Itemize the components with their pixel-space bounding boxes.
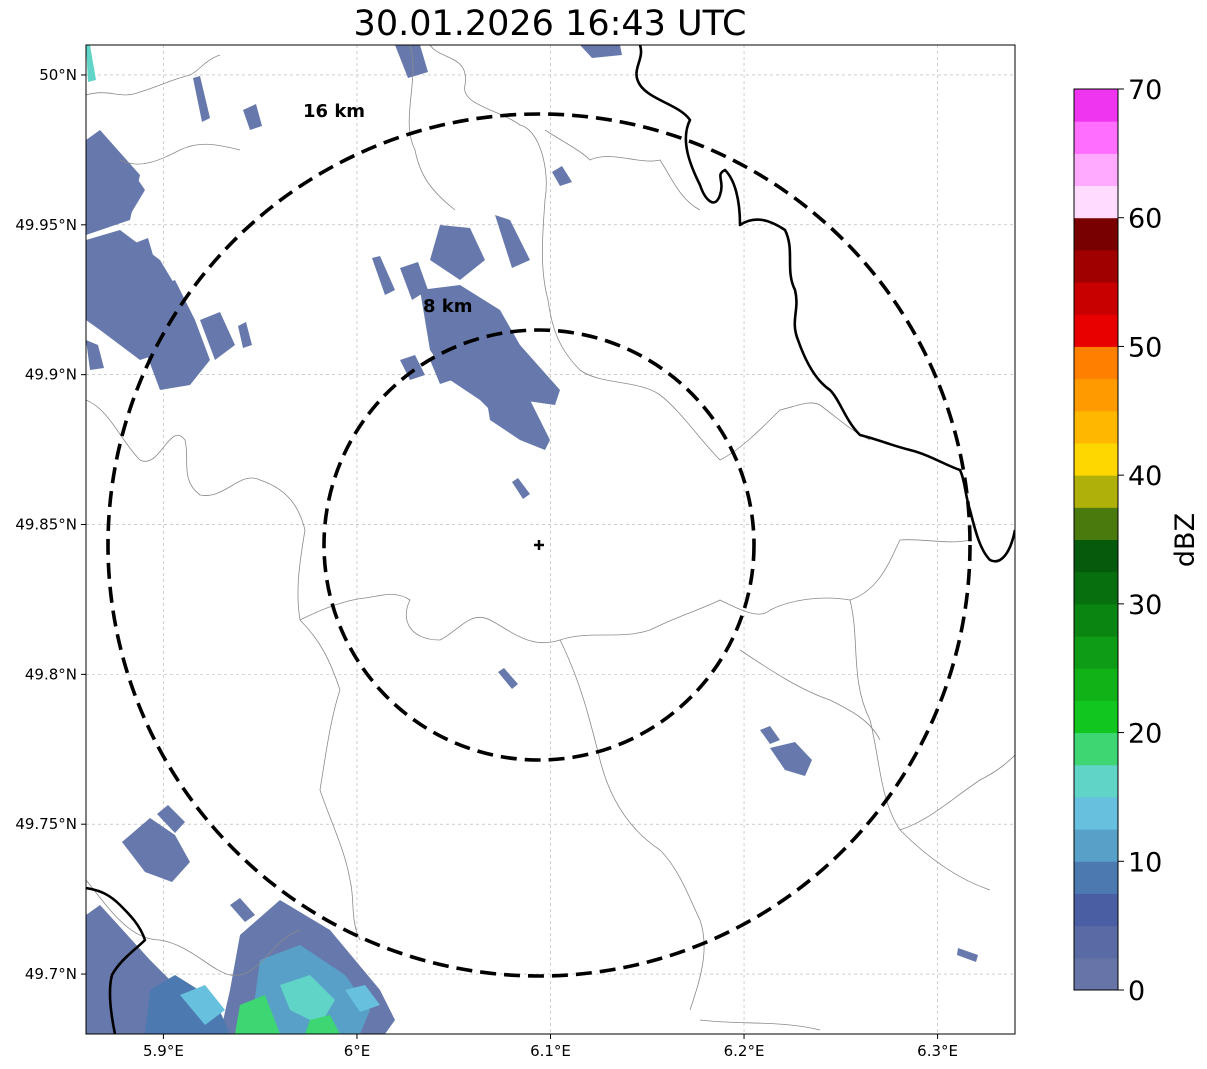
colorbar: 0 10 20 30 40 50 60 70 dBZ xyxy=(1073,75,1201,1007)
y-tick-label: 49.8°N xyxy=(25,665,77,683)
range-ring-label-8km: 8 km xyxy=(423,296,473,317)
colorbar-swatch xyxy=(1074,185,1118,219)
y-tick-label: 49.75°N xyxy=(15,815,77,833)
echo-cell xyxy=(122,818,190,882)
echo-cell xyxy=(305,1015,340,1034)
echo-cell xyxy=(243,104,262,130)
colorbar-tick-label: 30 xyxy=(1128,590,1162,621)
colorbar-swatch xyxy=(1074,410,1118,444)
colorbar-swatch xyxy=(1074,378,1118,412)
echo-high-intensity xyxy=(145,945,380,1034)
echo-cell xyxy=(512,478,530,499)
echo-cell xyxy=(193,76,210,122)
echo-cell xyxy=(395,45,428,78)
map-plot-area[interactable]: 16 km 8 km xyxy=(86,45,1015,1034)
gridlines xyxy=(86,45,1015,1034)
colorbar-swatch xyxy=(1074,861,1118,894)
echo-cell xyxy=(760,726,780,744)
colorbar-swatch xyxy=(1074,153,1118,187)
colorbar-frame xyxy=(1073,88,1119,991)
echo-cell xyxy=(552,166,572,186)
y-tick-label: 49.95°N xyxy=(15,216,77,234)
echo-cell xyxy=(235,995,280,1034)
colorbar-tick-label: 50 xyxy=(1128,332,1162,363)
echo-cell xyxy=(280,975,335,1025)
colorbar-swatch xyxy=(1074,700,1118,734)
colorbar-swatch xyxy=(1074,732,1118,766)
colorbar-tick-label: 60 xyxy=(1128,204,1162,235)
y-tick-label: 49.9°N xyxy=(25,366,77,384)
colorbar-swatch xyxy=(1074,89,1118,122)
echo-cell-bright xyxy=(86,45,96,82)
echo-cell xyxy=(230,898,255,922)
colorbar-swatch xyxy=(1074,893,1118,927)
echo-cell xyxy=(157,805,185,833)
echo-cell xyxy=(238,322,252,348)
x-tick-label: 6.3°E xyxy=(917,1042,958,1060)
y-tick-label: 49.7°N xyxy=(25,965,77,983)
echo-cell xyxy=(957,948,978,962)
echo-cell xyxy=(345,985,380,1012)
colorbar-label: dBZ xyxy=(1170,513,1201,567)
y-tick-label: 49.85°N xyxy=(15,516,77,534)
colorbar-swatch xyxy=(1074,442,1118,476)
colorbar-swatch xyxy=(1074,121,1118,154)
echo-cell xyxy=(420,285,560,420)
range-rings xyxy=(106,112,972,978)
colorbar-swatch xyxy=(1074,539,1118,573)
echo-cell xyxy=(372,256,395,295)
echo-cell xyxy=(110,168,145,215)
colorbar-swatch xyxy=(1074,636,1118,669)
colorbar-swatch xyxy=(1074,603,1118,637)
colorbar-swatch xyxy=(1074,796,1118,830)
echo-cell xyxy=(86,340,104,370)
colorbar-swatch xyxy=(1074,475,1118,508)
colorbar-swatch xyxy=(1074,314,1118,347)
range-ring-label-16km: 16 km xyxy=(303,101,365,122)
colorbar-swatch xyxy=(1074,957,1118,991)
colorbar-swatch xyxy=(1074,507,1118,540)
echo-cell xyxy=(770,742,812,776)
colorbar-tick-label: 0 xyxy=(1128,976,1145,1007)
colorbar-swatch xyxy=(1074,346,1118,380)
colorbar-tick-label: 20 xyxy=(1128,719,1162,750)
colorbar-tick-label: 70 xyxy=(1128,75,1162,106)
colorbar-swatch xyxy=(1074,764,1118,798)
echo-cell xyxy=(400,355,425,380)
echo-cell xyxy=(480,360,550,450)
national-borders xyxy=(86,45,1015,1034)
radar-site-marker xyxy=(534,540,544,550)
colorbar-swatch xyxy=(1074,282,1118,315)
range-ring-16km xyxy=(106,112,972,978)
longitude-axis: 5.9°E 6°E 6.1°E 6.2°E 6.3°E xyxy=(143,1034,958,1060)
y-tick-label: 50°N xyxy=(39,66,77,84)
echo-cell xyxy=(130,238,155,268)
colorbar-swatch xyxy=(1074,217,1118,251)
colorbar-swatch xyxy=(1074,925,1118,959)
echo-cell xyxy=(180,985,225,1025)
colorbar-tick-label: 40 xyxy=(1128,461,1162,492)
map-title: 30.01.2026 16:43 UTC xyxy=(353,4,747,44)
echo-cell xyxy=(495,215,530,268)
x-tick-label: 5.9°E xyxy=(143,1042,184,1060)
echo-cell xyxy=(430,225,485,280)
echo-cell xyxy=(498,668,518,689)
colorbar-swatch xyxy=(1074,571,1118,605)
commune-borders xyxy=(86,45,1015,1031)
precipitation-echoes xyxy=(86,45,978,1034)
echo-cell xyxy=(430,352,458,384)
x-tick-label: 6.1°E xyxy=(530,1042,571,1060)
echo-cell xyxy=(200,312,235,360)
x-tick-label: 6.2°E xyxy=(724,1042,765,1060)
range-ring-8km xyxy=(322,328,756,762)
colorbar-swatch xyxy=(1074,668,1118,701)
echo-cell xyxy=(580,45,622,58)
x-tick-label: 6°E xyxy=(344,1042,371,1060)
colorbar-swatch xyxy=(1074,829,1118,862)
echo-cell xyxy=(145,280,210,390)
colorbar-swatch xyxy=(1074,249,1118,283)
latitude-axis: 50°N 49.95°N 49.9°N 49.85°N 49.8°N 49.75°N 49.… xyxy=(15,66,86,983)
colorbar-tick-label: 10 xyxy=(1128,847,1162,878)
